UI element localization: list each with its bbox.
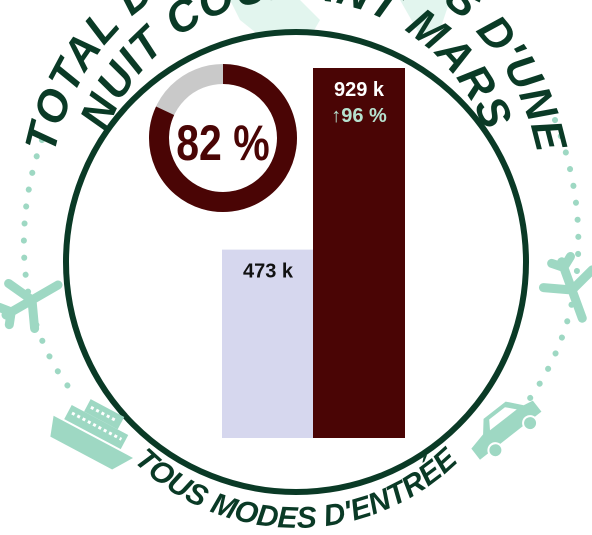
ship-icon	[50, 399, 134, 470]
bar-change-label: ↑96 %	[331, 105, 387, 127]
bar-chart: 473 k 929 k ↑96 %	[222, 68, 405, 438]
airplane-icon	[538, 252, 592, 323]
bar-value-label-previous: 473 k	[243, 261, 294, 283]
map-shape	[400, 0, 450, 35]
donut-arc	[149, 64, 297, 212]
airplane-icon	[0, 278, 63, 334]
dotted-path	[20, 137, 78, 398]
donut-label: 82 %	[176, 115, 269, 171]
donut-chart: 82 %	[149, 64, 297, 212]
car-icon	[471, 400, 542, 460]
bar-current	[313, 68, 405, 438]
dotted-path	[522, 117, 582, 408]
bar-previous	[222, 249, 314, 438]
bar-value-label-current: 929 k	[334, 79, 385, 101]
